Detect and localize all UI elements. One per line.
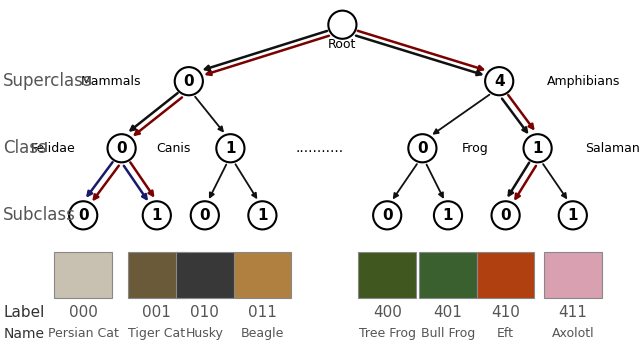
Ellipse shape <box>373 201 401 229</box>
Text: Beagle: Beagle <box>241 327 284 340</box>
Text: Frog: Frog <box>462 142 489 155</box>
Ellipse shape <box>408 134 436 162</box>
Ellipse shape <box>248 201 276 229</box>
Text: Tiger Cat: Tiger Cat <box>128 327 186 340</box>
Bar <box>128 252 186 298</box>
Text: Name: Name <box>3 327 44 341</box>
Ellipse shape <box>492 201 520 229</box>
Text: Persian Cat: Persian Cat <box>48 327 118 340</box>
Text: 1: 1 <box>568 208 578 223</box>
Text: ...........: ........... <box>296 141 344 155</box>
Text: 000: 000 <box>68 305 98 320</box>
Text: 0: 0 <box>417 141 428 156</box>
Text: 4: 4 <box>494 74 504 89</box>
Text: 0: 0 <box>500 208 511 223</box>
Text: Axolotl: Axolotl <box>552 327 594 340</box>
Ellipse shape <box>108 134 136 162</box>
Text: 400: 400 <box>372 305 402 320</box>
Ellipse shape <box>485 67 513 95</box>
Ellipse shape <box>143 201 171 229</box>
Text: Canis: Canis <box>156 142 191 155</box>
Text: Class: Class <box>3 139 47 157</box>
Text: 0: 0 <box>116 141 127 156</box>
Ellipse shape <box>175 67 203 95</box>
Text: 1: 1 <box>532 141 543 156</box>
Text: Mammals: Mammals <box>80 75 141 88</box>
Text: 0: 0 <box>382 208 392 223</box>
Text: 010: 010 <box>190 305 220 320</box>
Bar <box>419 252 477 298</box>
Text: Eft: Eft <box>497 327 514 340</box>
Bar <box>234 252 291 298</box>
Text: Amphibians: Amphibians <box>547 75 621 88</box>
Text: 410: 410 <box>491 305 520 320</box>
Text: 1: 1 <box>257 208 268 223</box>
Text: Superclass: Superclass <box>3 72 93 90</box>
Text: 0: 0 <box>200 208 210 223</box>
Ellipse shape <box>328 11 356 39</box>
Text: 1: 1 <box>152 208 162 223</box>
Bar <box>358 252 416 298</box>
Text: 0: 0 <box>184 74 194 89</box>
Bar <box>544 252 602 298</box>
Text: 011: 011 <box>248 305 277 320</box>
Text: Husky: Husky <box>186 327 224 340</box>
Text: Root: Root <box>328 38 356 50</box>
Bar <box>176 252 234 298</box>
Text: 411: 411 <box>558 305 588 320</box>
Bar <box>477 252 534 298</box>
Text: 1: 1 <box>443 208 453 223</box>
Ellipse shape <box>559 201 587 229</box>
Text: Bull Frog: Bull Frog <box>421 327 475 340</box>
Text: 1: 1 <box>225 141 236 156</box>
Text: Tree Frog: Tree Frog <box>358 327 416 340</box>
Ellipse shape <box>434 201 462 229</box>
Ellipse shape <box>524 134 552 162</box>
Ellipse shape <box>191 201 219 229</box>
Text: Label: Label <box>3 305 45 320</box>
Text: Subclass: Subclass <box>3 207 76 224</box>
Ellipse shape <box>216 134 244 162</box>
Text: 0: 0 <box>78 208 88 223</box>
Bar <box>54 252 112 298</box>
Text: Felidae: Felidae <box>31 142 76 155</box>
Text: 001: 001 <box>142 305 172 320</box>
Text: 401: 401 <box>433 305 463 320</box>
Ellipse shape <box>69 201 97 229</box>
Text: Salamander: Salamander <box>586 142 640 155</box>
